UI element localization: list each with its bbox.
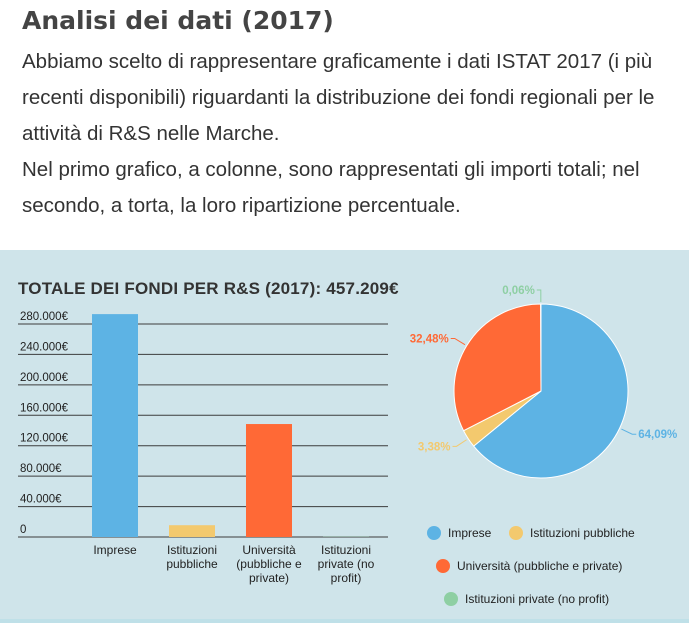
bar-chart-title: TOTALE DEI FONDI PER R&S (2017): 457.209… bbox=[18, 279, 399, 298]
x-tick-label-line: Università bbox=[242, 543, 296, 557]
x-tick-label-line: private) bbox=[249, 571, 289, 585]
legend-marker bbox=[427, 526, 441, 540]
legend-marker bbox=[436, 559, 450, 573]
y-tick-label: 80.000€ bbox=[20, 463, 62, 475]
pie-leader-line bbox=[452, 439, 467, 447]
pie-leader-line bbox=[621, 428, 637, 435]
legend-marker bbox=[444, 592, 458, 606]
x-tick-label-line: (pubbliche e bbox=[236, 557, 302, 571]
x-tick-label-line: pubbliche bbox=[166, 557, 218, 571]
y-tick-label: 280.000€ bbox=[20, 311, 69, 323]
x-tick-label: Università (pubbliche e private) bbox=[236, 543, 302, 585]
page-title: Analisi dei dati (2017) bbox=[22, 6, 334, 35]
x-tick-label-line: private (no bbox=[318, 557, 375, 571]
pie-leader-line bbox=[536, 289, 542, 303]
legend-label: Imprese bbox=[448, 526, 492, 540]
intro-paragraph-1: Abbiamo scelto di rappresentare graficam… bbox=[22, 50, 655, 145]
x-tick-label: Istituzioni private (no profit) bbox=[318, 543, 375, 585]
pie-slice bbox=[453, 303, 542, 432]
x-tick-label-line: Imprese bbox=[93, 543, 137, 557]
legend-marker bbox=[509, 526, 523, 540]
x-tick-label: Imprese bbox=[93, 543, 137, 557]
pie-leader-line bbox=[450, 337, 466, 346]
y-tick-label: 160.000€ bbox=[20, 402, 69, 414]
y-tick-label: 40.000€ bbox=[20, 494, 62, 506]
legend-label: Istituzioni private (no profit) bbox=[465, 592, 609, 606]
x-tick-label-line: Istituzioni bbox=[321, 543, 371, 557]
legend-label: Università (pubbliche e private) bbox=[457, 559, 622, 573]
x-tick-label-line: profit) bbox=[331, 571, 362, 585]
y-tick-label: 0 bbox=[20, 524, 26, 536]
pie-value-label: 64,09% bbox=[638, 429, 677, 441]
bar bbox=[246, 424, 292, 537]
y-tick-label: 200.000€ bbox=[20, 372, 69, 384]
y-tick-label: 120.000€ bbox=[20, 433, 69, 445]
pie-value-label: 0,06% bbox=[502, 285, 535, 297]
panel-bottom-border bbox=[0, 619, 689, 623]
intro-paragraph-2: Nel primo grafico, a colonne, sono rappr… bbox=[22, 158, 640, 217]
pie-slice bbox=[472, 303, 629, 479]
pie-value-label: 32,48% bbox=[410, 333, 449, 345]
bar bbox=[92, 314, 138, 537]
legend-label: Istituzioni pubbliche bbox=[530, 526, 635, 540]
x-tick-label: Istituzioni pubbliche bbox=[166, 543, 218, 571]
y-tick-label: 240.000€ bbox=[20, 341, 69, 353]
bar bbox=[169, 525, 215, 537]
intro-text: Abbiamo scelto di rappresentare graficam… bbox=[22, 44, 672, 224]
x-tick-label-line: Istituzioni bbox=[167, 543, 217, 557]
pie-value-label: 3,38% bbox=[418, 441, 451, 453]
